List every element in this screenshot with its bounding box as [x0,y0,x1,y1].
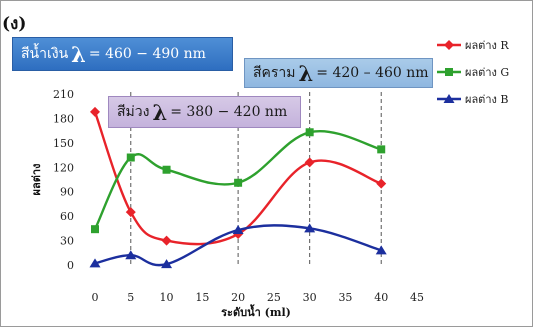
data-point-b [375,245,387,255]
data-point-b [89,258,101,268]
data-point-r [125,207,136,218]
annotation-violet-eq: = 380 − 420 nm [170,104,288,120]
annotation-violet-range: สีม่วง λ = 380 − 420 nm [108,96,301,128]
y-tick-label: 180 [53,112,74,125]
data-point-g [234,178,243,187]
annotation-indigo-lambda: λ [298,60,314,86]
data-point-b [125,250,137,260]
series-line-g [93,129,382,230]
y-tick-label: 120 [53,161,74,174]
annotation-indigo-range: สีคราม λ = 420 – 460 nm [244,58,433,88]
annotation-blue-name: สีน้ำเงิน [21,46,69,62]
y-axis-label: ผลต่าง [30,164,43,196]
data-point-g [377,145,386,154]
x-tick-label: 45 [410,291,424,304]
y-tick-label: 60 [60,210,74,223]
legend-label-b: ผลต่าง B [465,93,508,106]
panel-label: (ง) [2,14,27,34]
x-tick-label: 30 [303,291,317,304]
y-tick-label: 90 [60,186,74,199]
legend-marker-r [444,40,454,50]
x-tick-label: 0 [92,291,99,304]
y-tick-label: 0 [67,259,74,272]
data-point-r [304,157,315,168]
data-point-r [161,235,172,246]
data-point-r [90,106,100,117]
y-tick-label: 30 [60,235,74,248]
x-tick-label: 25 [267,291,281,304]
data-point-b [232,224,244,234]
x-axis-label: ระดับน้ำ (ml) [221,304,291,319]
annotation-blue-lambda: λ [71,41,86,67]
annotation-indigo-name: สีคราม [253,65,296,81]
data-point-g [162,165,171,174]
legend-label-g: ผลต่าง G [465,66,509,79]
y-tick-label: 150 [53,137,74,150]
annotation-blue-eq: = 460 − 490 nm [88,46,206,62]
annotation-indigo-eq: = 420 – 460 nm [316,65,429,81]
data-point-g [126,153,135,162]
x-tick-label: 35 [338,291,352,304]
data-point-g [305,128,314,137]
annotation-blue-range: สีน้ำเงิน λ = 460 − 490 nm [12,37,233,71]
data-point-b [161,259,173,269]
y-tick-label: 210 [53,88,74,101]
data-point-b [304,223,316,233]
x-tick-label: 5 [127,291,134,304]
legend-marker-g [445,68,453,76]
data-point-g [91,225,99,234]
annotation-violet-name: สีม่วง [117,104,150,120]
legend-label-r: ผลต่าง R [465,39,509,52]
x-tick-label: 40 [374,291,388,304]
x-tick-label: 15 [195,291,209,304]
x-tick-label: 10 [160,291,174,304]
x-tick-label: 20 [231,291,245,304]
annotation-violet-lambda: λ [152,99,168,125]
legend-marker-b [443,94,455,103]
data-point-r [376,178,387,189]
